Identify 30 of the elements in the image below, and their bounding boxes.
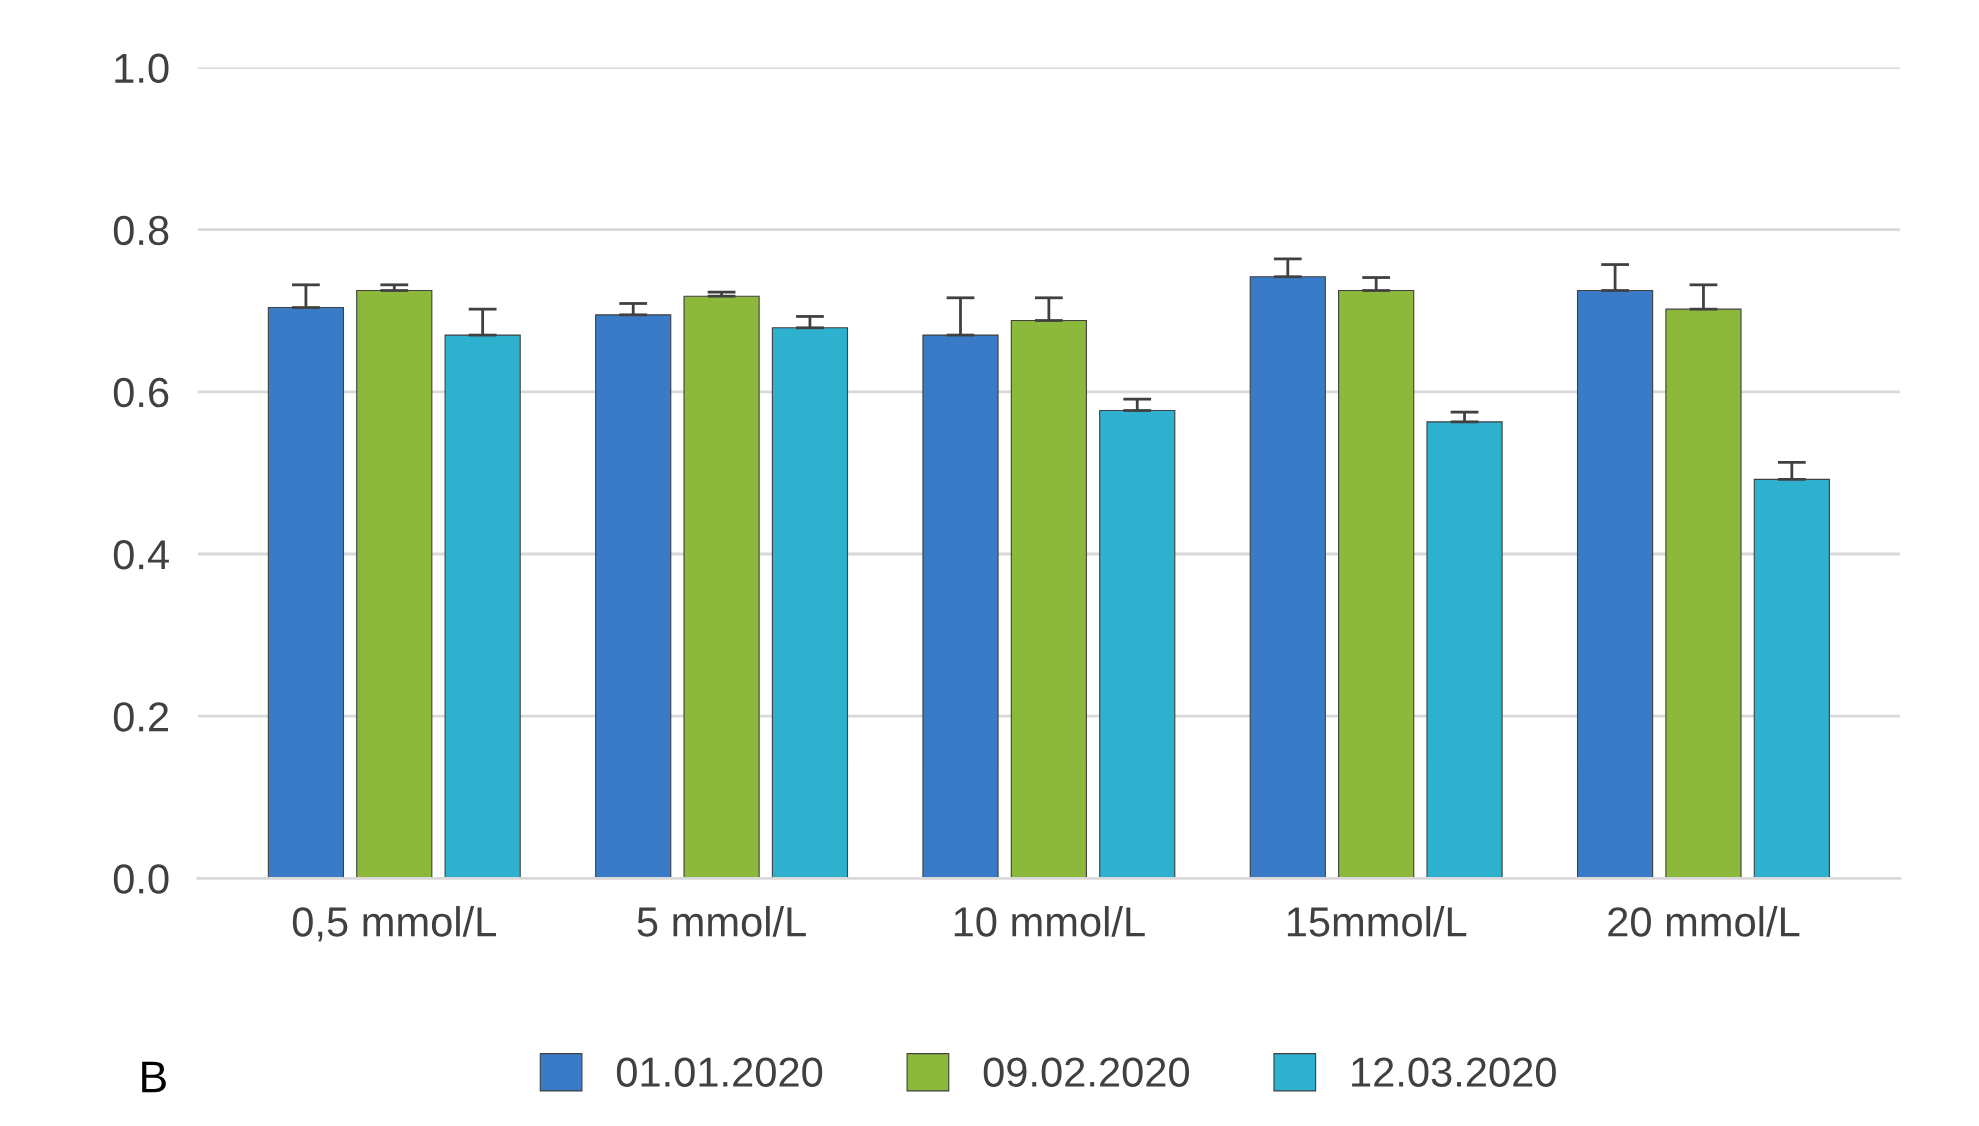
x-tick-label: 0,5 mmol/L [292, 906, 496, 942]
legend-label: 12.03.2020 [1352, 1057, 1556, 1087]
bar [683, 295, 760, 879]
y-tick-label: 1.0 [115, 53, 169, 84]
y-tick-label: 0.4 [113, 539, 169, 570]
bar [1576, 289, 1654, 879]
bar [1665, 308, 1742, 879]
y-tick-label: 0.0 [113, 864, 169, 894]
bar [444, 334, 521, 879]
bar [595, 314, 672, 879]
bar [771, 327, 849, 879]
legend-label: 09.02.2020 [983, 1057, 1190, 1087]
bar [1249, 276, 1326, 879]
x-tick-label: 5 mmol/L [637, 906, 806, 937]
bar [1010, 319, 1087, 879]
y-tick-label: 0.2 [113, 702, 169, 732]
bar [1099, 409, 1176, 879]
bar [267, 306, 345, 879]
y-tick-label: 0.8 [113, 215, 169, 246]
x-tick-label: 15mmol/L [1287, 906, 1467, 937]
bar [1753, 478, 1830, 879]
bar [1338, 289, 1415, 879]
x-tick-label: 20 mmol/L [1608, 906, 1800, 937]
text: B [142, 1061, 166, 1093]
y-tick-label: 0.6 [113, 377, 169, 408]
bar [1426, 421, 1503, 879]
bar [356, 289, 433, 879]
legend-label: 01.01.2020 [616, 1057, 823, 1087]
bar [922, 334, 999, 879]
x-tick-label: 10 mmol/L [954, 906, 1145, 937]
